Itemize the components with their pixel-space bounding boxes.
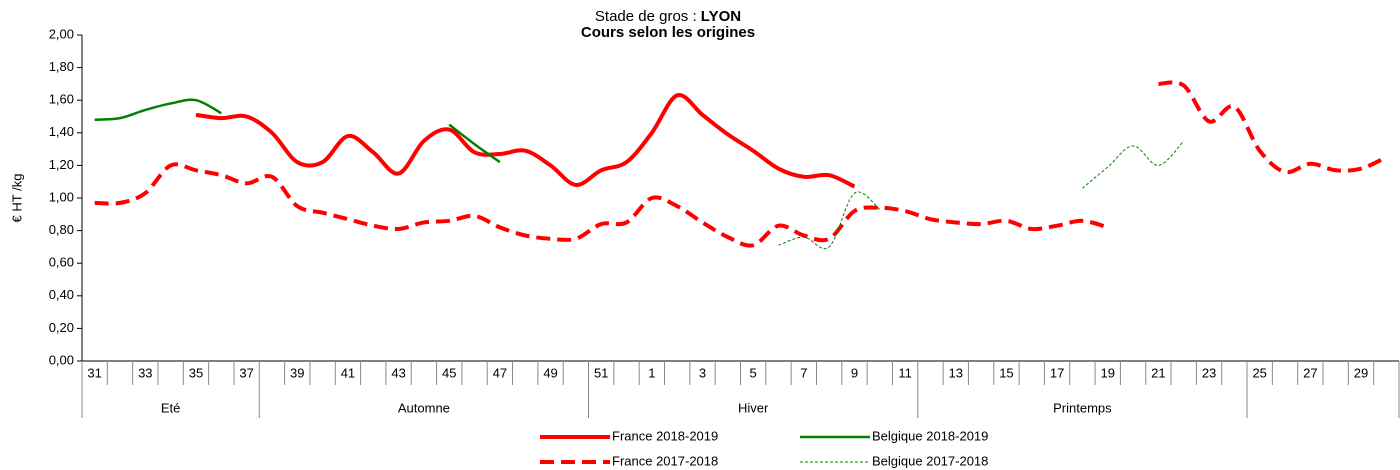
season-label: Printemps	[1053, 400, 1112, 415]
x-tick-label: 9	[851, 365, 858, 380]
y-tick-label: 1,80	[49, 59, 74, 74]
x-tick-label: 41	[341, 365, 355, 380]
x-tick-label: 33	[138, 365, 152, 380]
x-tick-label: 31	[87, 365, 101, 380]
x-tick-label: 43	[391, 365, 405, 380]
x-tick-label: 1	[648, 365, 655, 380]
series-line	[94, 98, 501, 164]
x-tick-label: 13	[949, 365, 963, 380]
x-tick-label: 17	[1050, 365, 1064, 380]
x-tick-label: 21	[1151, 365, 1165, 380]
chart-title: Stade de gros : LYON	[595, 8, 741, 25]
y-tick-label: 1,20	[49, 157, 74, 172]
x-tick-label: 25	[1252, 365, 1266, 380]
x-tick-label: 23	[1202, 365, 1216, 380]
series-line	[195, 93, 856, 189]
x-tick-label: 47	[493, 365, 507, 380]
x-tick-label: 35	[189, 365, 203, 380]
x-tick-label: 37	[239, 365, 253, 380]
legend-label: Belgique 2018-2019	[872, 428, 988, 443]
season-label: Hiver	[738, 400, 769, 415]
y-tick-label: 0,60	[49, 255, 74, 270]
legend-label: France 2017-2018	[612, 453, 718, 468]
y-tick-label: 0,00	[49, 352, 74, 367]
x-tick-label: 51	[594, 365, 608, 380]
season-label: Automne	[398, 400, 450, 415]
x-tick-label: 27	[1303, 365, 1317, 380]
y-tick-label: 0,80	[49, 222, 74, 237]
title-emphasis: LYON	[701, 8, 741, 25]
x-tick-label: 29	[1354, 365, 1368, 380]
series-line	[94, 80, 1388, 248]
x-tick-label: 5	[750, 365, 757, 380]
x-tick-label: 19	[1101, 365, 1115, 380]
legend-label: Belgique 2017-2018	[872, 453, 988, 468]
y-tick-label: 1,00	[49, 189, 74, 204]
x-tick-label: 7	[800, 365, 807, 380]
x-tick-label: 39	[290, 365, 304, 380]
y-tick-label: 0,40	[49, 287, 74, 302]
x-tick-label: 45	[442, 365, 456, 380]
y-tick-label: 0,20	[49, 320, 74, 335]
chart-subtitle: Cours selon les origines	[581, 24, 755, 41]
x-tick-label: 11	[898, 365, 912, 380]
series-line	[778, 140, 1185, 250]
x-tick-label: 15	[999, 365, 1013, 380]
legend-label: France 2018-2019	[612, 428, 718, 443]
x-tick-label: 49	[543, 365, 557, 380]
x-tick-label: 3	[699, 365, 706, 380]
y-tick-label: 1,40	[49, 124, 74, 139]
y-tick-label: 1,60	[49, 92, 74, 107]
y-axis-label: € HT /kg	[9, 174, 24, 223]
y-tick-label: 2,00	[49, 26, 74, 41]
title-text: Stade de gros :	[595, 8, 701, 25]
season-label: Eté	[161, 400, 181, 415]
